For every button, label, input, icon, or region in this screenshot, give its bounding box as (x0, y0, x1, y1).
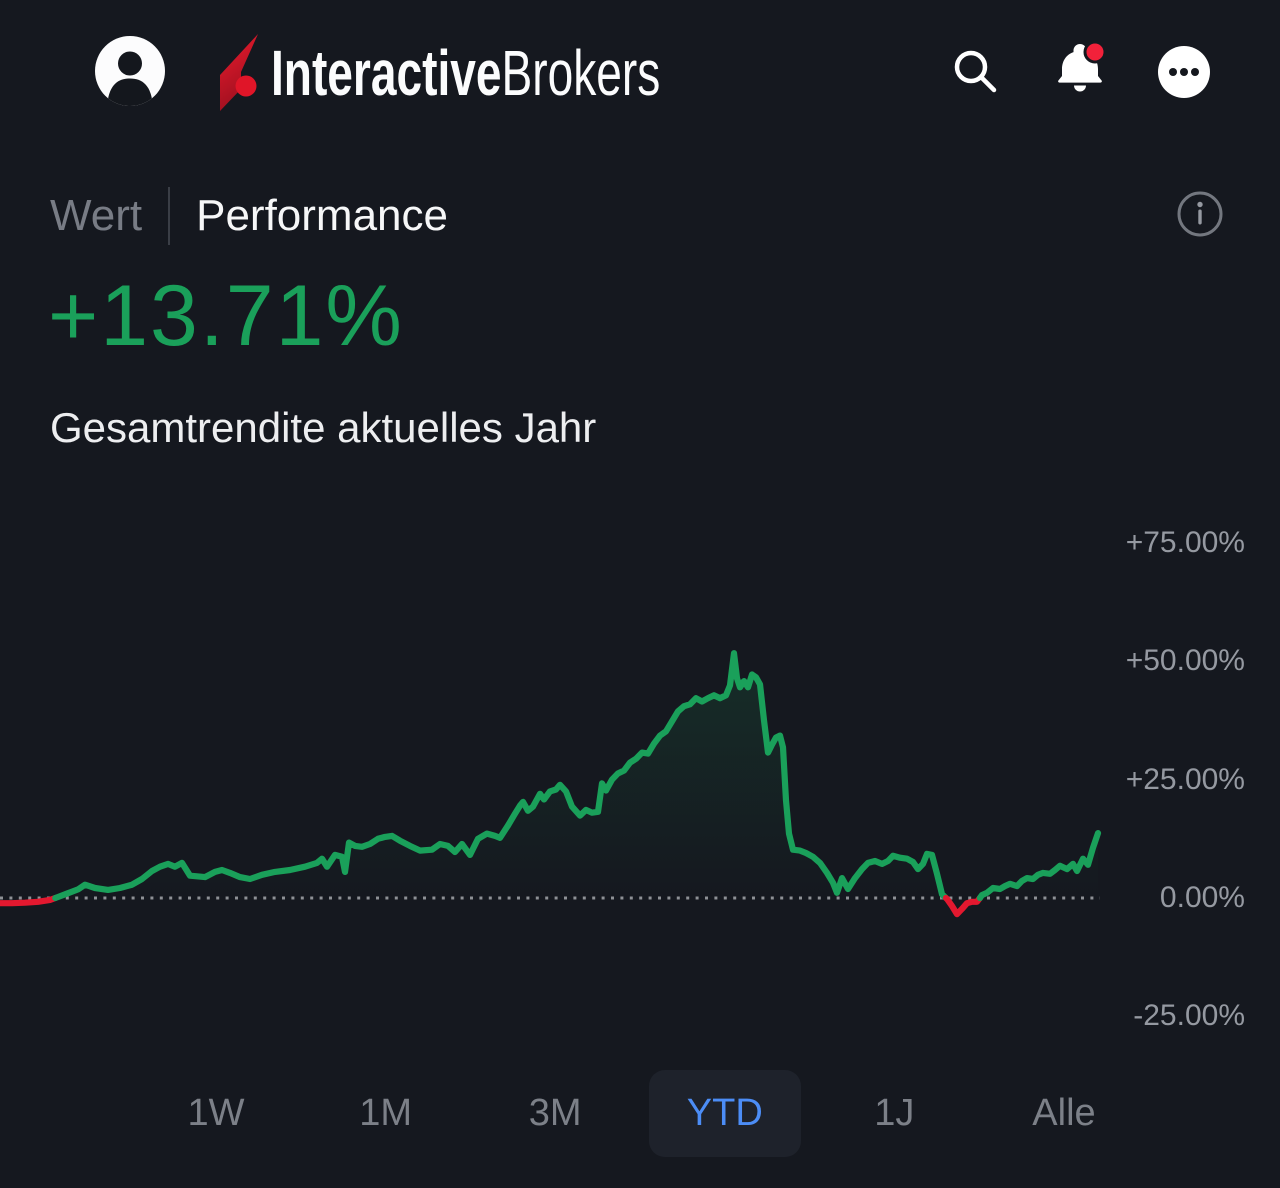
tab-performance[interactable]: Performance (196, 191, 448, 240)
timeframe-1w[interactable]: 1W (140, 1070, 292, 1157)
brand-name-bold: Interactive (271, 37, 502, 109)
performance-chart[interactable] (0, 505, 1105, 1040)
info-icon (1177, 191, 1223, 237)
performance-line (0, 894, 59, 907)
performance-line (976, 830, 1102, 902)
performance-line (52, 650, 950, 902)
timeframe-selector: 1W 1M 3M YTD 1J Alle (140, 1070, 1140, 1157)
timeframe-3m[interactable]: 3M (479, 1070, 631, 1157)
brand-logo: InteractiveBrokers (215, 33, 812, 113)
timeframe-1m[interactable]: 1M (310, 1070, 462, 1157)
performance-value: +13.71% (48, 268, 404, 364)
search-icon (954, 50, 997, 93)
tab-wert[interactable]: Wert (50, 191, 143, 240)
user-avatar-icon (95, 36, 165, 106)
ib-logo-icon (220, 34, 258, 111)
notifications-button[interactable] (1052, 38, 1108, 100)
bell-icon (1058, 40, 1107, 92)
performance-line (942, 894, 983, 918)
info-button[interactable] (1176, 190, 1224, 238)
timeframe-ytd[interactable]: YTD (648, 1070, 801, 1157)
brand-name: InteractiveBrokers (271, 41, 660, 105)
y-axis-label: +75.00% (1125, 525, 1245, 559)
y-axis-label: -25.00% (1133, 999, 1245, 1033)
y-axis-label: +25.00% (1125, 762, 1245, 796)
avatar[interactable] (95, 36, 165, 106)
notification-badge (1083, 40, 1107, 64)
more-menu-button[interactable] (1156, 44, 1212, 100)
timeframe-1j[interactable]: 1J (818, 1070, 970, 1157)
y-axis-label: +50.00% (1125, 644, 1245, 678)
y-axis-label: 0.00% (1159, 880, 1245, 914)
search-button[interactable] (948, 44, 1004, 100)
timeframe-alle[interactable]: Alle (988, 1070, 1140, 1157)
view-tabs: Wert Performance (50, 186, 448, 246)
tab-divider (168, 187, 171, 245)
brand-name-light: Brokers (501, 37, 661, 109)
area-fill (0, 653, 1098, 898)
ellipsis-menu-icon (1158, 46, 1210, 98)
performance-subtitle: Gesamtrendite aktuelles Jahr (50, 404, 597, 451)
